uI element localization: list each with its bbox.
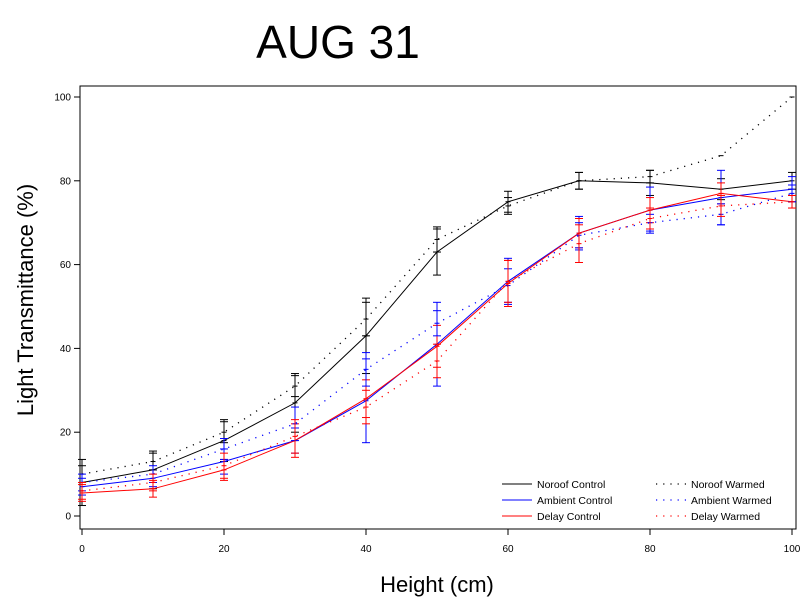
error-bar (433, 343, 441, 379)
legend-item-delay-warmed: Delay Warmed (656, 511, 760, 523)
series-delay-warmed (78, 194, 796, 500)
x-tick-label: 100 (784, 544, 801, 555)
error-bar (291, 419, 299, 454)
y-axis: 0 20 40 60 80 100 (54, 93, 80, 523)
x-tick-label: 0 (79, 544, 85, 555)
x-axis-label: Height (cm) (380, 572, 494, 597)
error-bar (149, 452, 157, 471)
y-tick-label: 20 (60, 428, 72, 439)
series-noroof-warmed (78, 96, 795, 483)
legend-item-noroof-control: Noroof Control (502, 479, 605, 491)
error-bar (291, 375, 299, 398)
legend-label: Delay Control (537, 511, 601, 523)
y-tick-label: 40 (60, 344, 72, 355)
error-bar (575, 171, 583, 190)
y-tick-label: 60 (60, 260, 72, 271)
legend-label: Ambient Warmed (691, 495, 772, 507)
legend-label: Ambient Control (537, 495, 612, 507)
x-axis: 0 20 40 60 80 100 (79, 529, 801, 555)
series-line-noroof-warmed (81, 96, 793, 475)
error-bar (646, 169, 654, 184)
x-tick-label: 40 (360, 544, 372, 555)
error-bar (362, 301, 370, 337)
legend-item-ambient-warmed: Ambient Warmed (656, 495, 772, 507)
x-tick-label: 80 (644, 544, 656, 555)
legend: Noroof Control Ambient Control Delay Contr… (502, 479, 772, 523)
legend-label: Delay Warmed (691, 511, 760, 523)
chart-title: AUG 31 (256, 16, 420, 68)
error-bar (788, 194, 796, 209)
error-bar (362, 389, 370, 425)
series-group (78, 96, 796, 507)
error-bar (717, 194, 725, 217)
y-tick-label: 100 (54, 93, 71, 104)
legend-item-delay-control: Delay Control (502, 511, 601, 523)
x-tick-label: 60 (502, 544, 514, 555)
y-axis-label: Light Transmittance (%) (13, 184, 38, 416)
error-bar (149, 473, 157, 492)
legend-label: Noroof Control (537, 479, 605, 491)
plot-frame (79, 85, 797, 530)
legend-item-noroof-warmed: Noroof Warmed (656, 479, 765, 491)
error-bar (220, 452, 228, 479)
error-bar (433, 310, 441, 337)
error-bar (362, 352, 370, 387)
error-bar (504, 259, 512, 303)
error-bar (646, 207, 654, 230)
x-tick-label: 20 (218, 544, 230, 555)
legend-label: Noroof Warmed (691, 479, 765, 491)
legend-item-ambient-control: Ambient Control (502, 495, 612, 507)
error-bar (78, 481, 86, 500)
error-bar (504, 197, 512, 215)
y-tick-label: 80 (60, 176, 72, 187)
y-tick-label: 0 (65, 512, 71, 523)
error-bar (433, 226, 441, 253)
error-bar (575, 224, 583, 264)
